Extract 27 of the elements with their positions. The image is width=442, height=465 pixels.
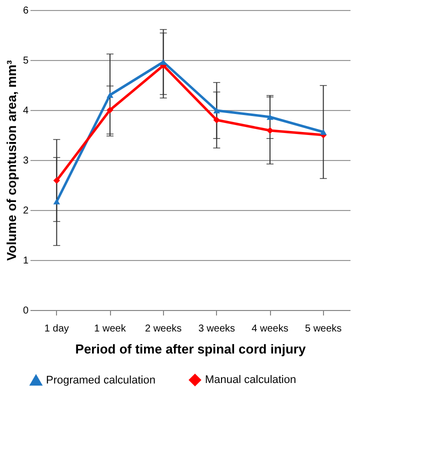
point [266,114,274,120]
point [213,108,220,114]
y-tick-label: 1 [22,256,29,266]
x-tick-label: 4 weeks [252,324,288,334]
y-tick-label: 5 [22,56,29,66]
point [106,92,114,98]
y-tick-label: 6 [22,6,29,16]
x-tick-label: 1 day [44,324,69,334]
point [106,106,114,114]
x-tick-label: 3 weeks [198,324,236,334]
y-tick-label: 2 [22,206,29,216]
point [160,59,167,65]
y-axis-title: Volume of copntusion area, mm³ [4,60,19,261]
x-tick-label: 5 weeks [304,324,342,334]
point [320,129,327,135]
point [213,116,220,124]
x-tick-label: 2 weeks [144,324,182,334]
point [266,127,274,134]
y-tick-label: 3 [22,156,29,166]
point [53,198,60,204]
y-tick-label: 0 [22,306,29,316]
legend-label: Programed calculation [46,374,156,386]
y-tick-label: 4 [22,106,29,116]
x-tick-label: 1 week [94,324,127,334]
legend-label: Manual calculation [205,374,296,386]
x-axis-title: Period of time after spinal cord injury [75,342,306,356]
point [53,177,60,184]
